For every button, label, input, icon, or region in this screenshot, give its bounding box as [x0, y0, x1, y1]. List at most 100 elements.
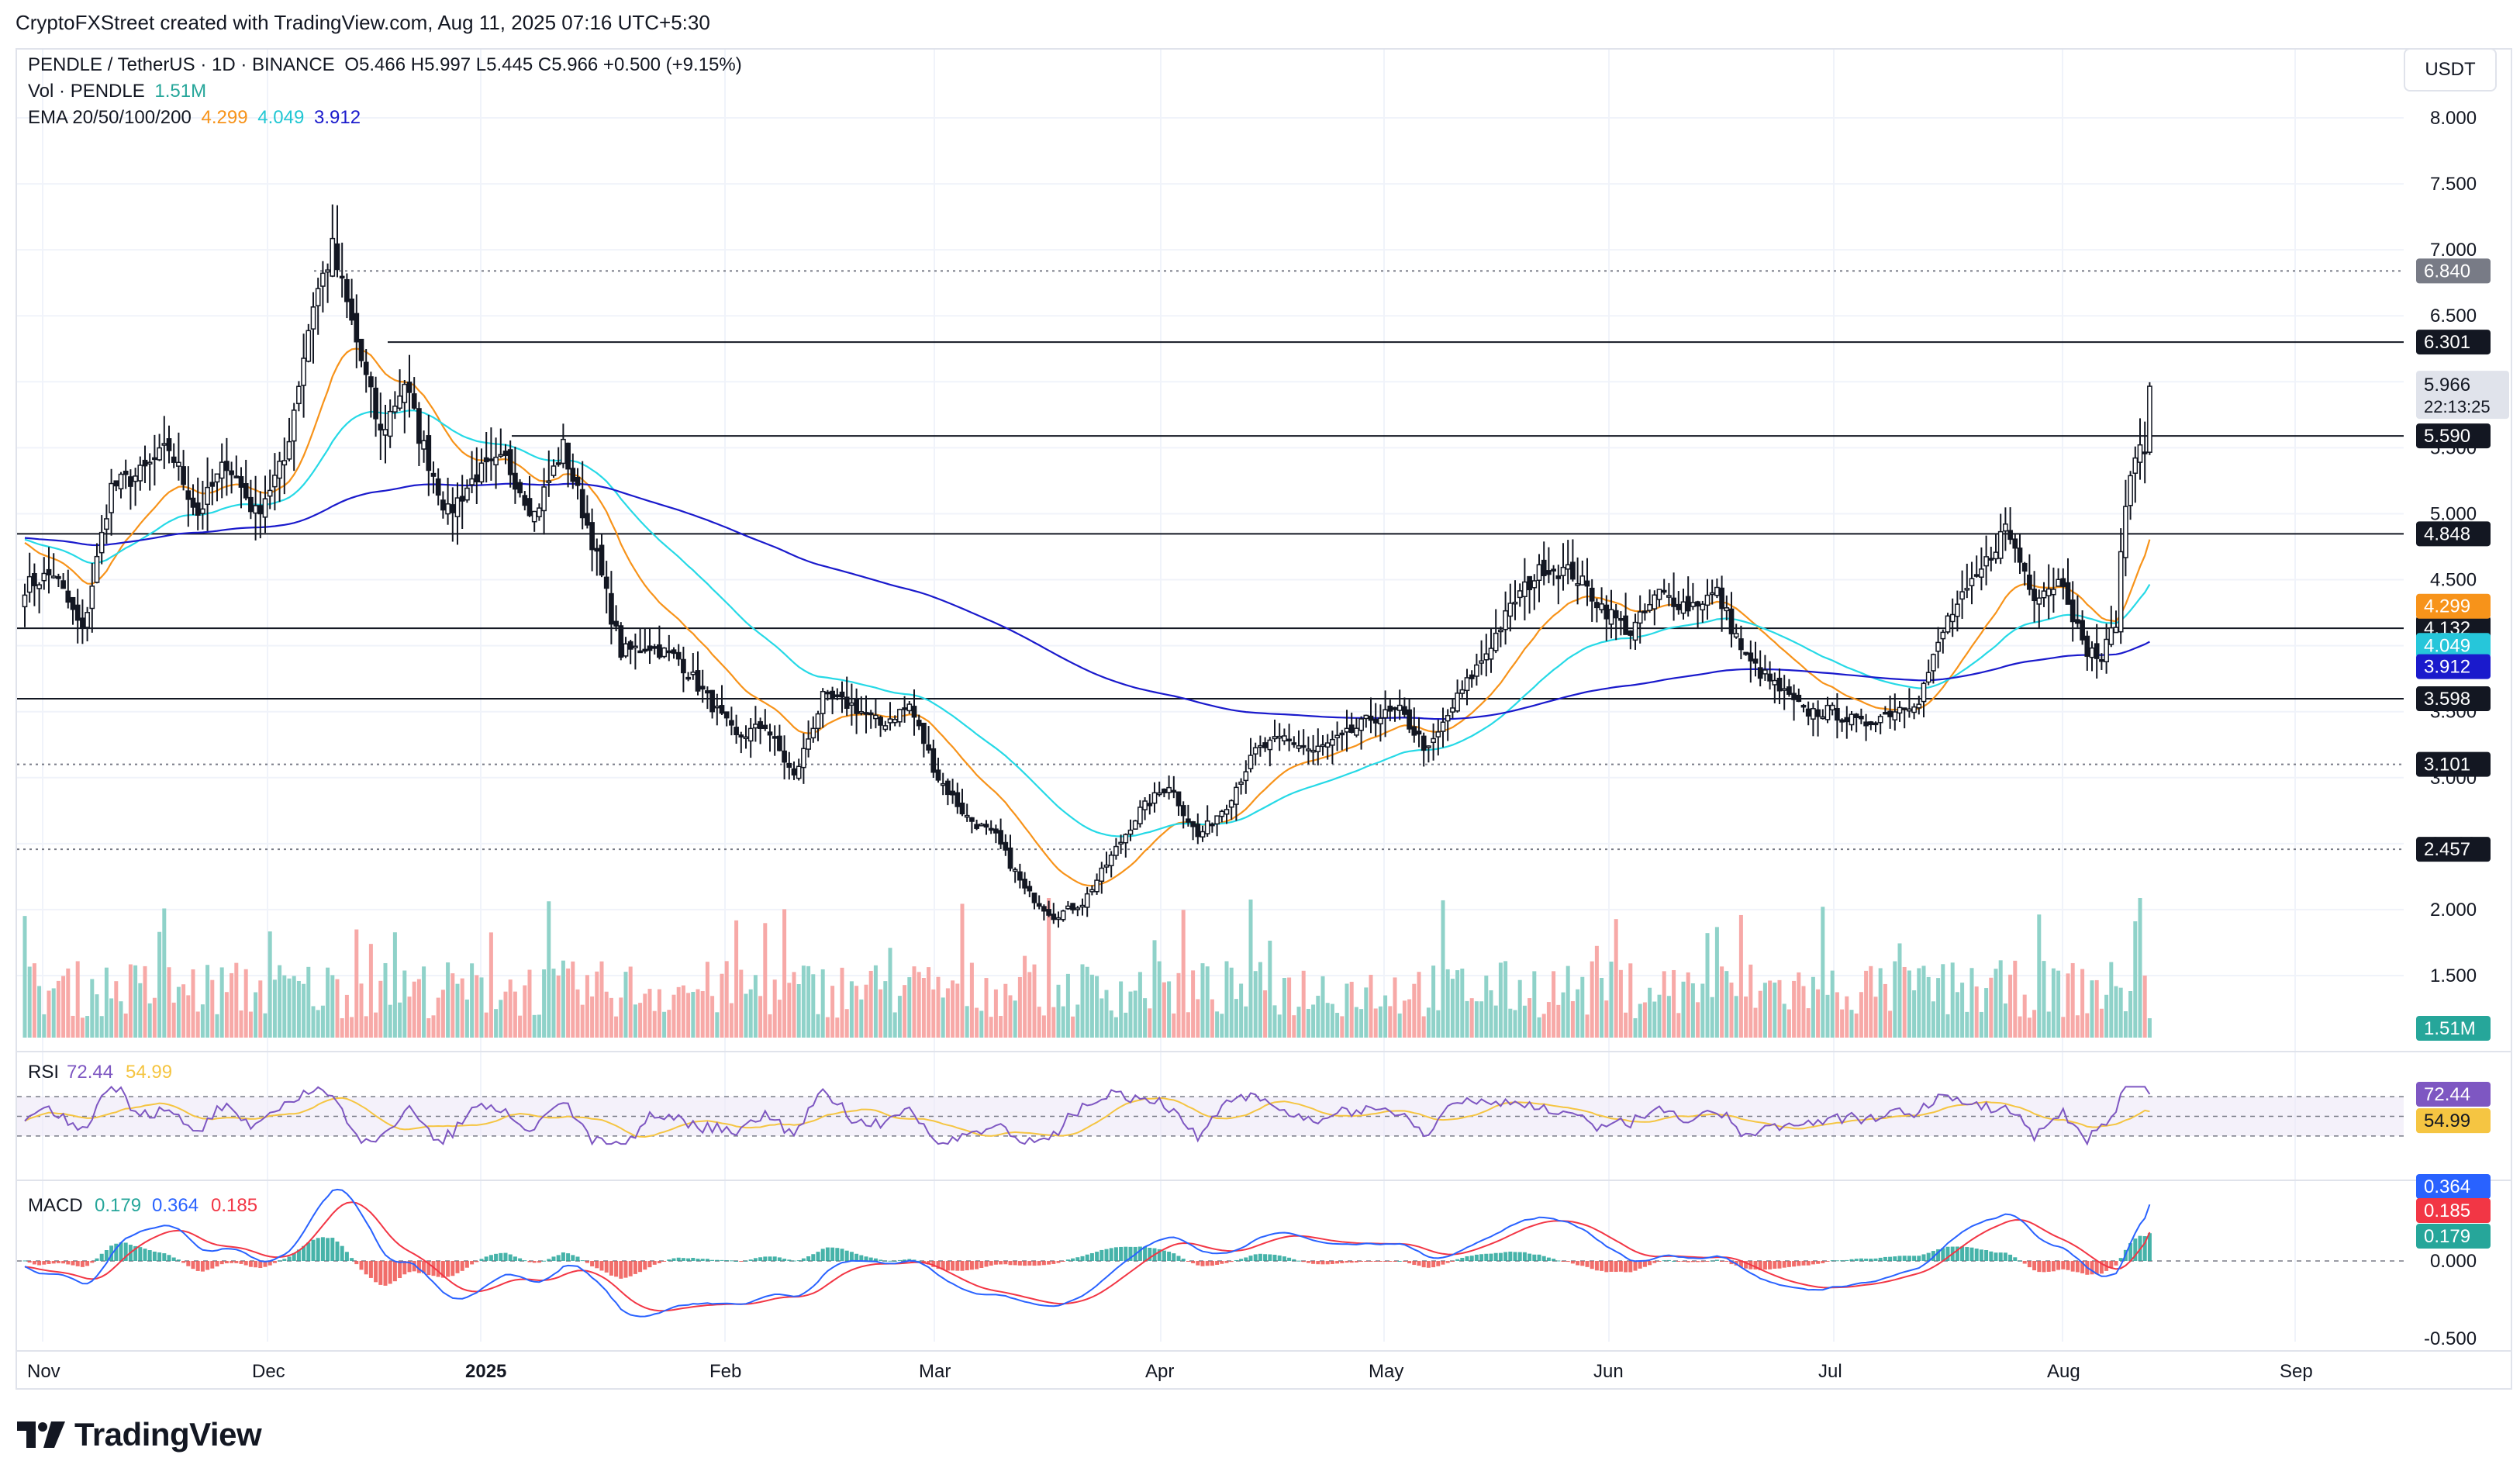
candle [1186, 804, 1191, 827]
candle [1291, 736, 1297, 748]
candle [1676, 591, 1682, 615]
candle [1344, 710, 1350, 752]
macd-histogram-bar [1099, 1249, 1104, 1261]
volume-bar [993, 989, 998, 1038]
macd-histogram-bar [787, 1259, 792, 1261]
candle-body [267, 489, 273, 497]
macd-histogram-bar [1325, 1261, 1330, 1265]
volume-bar [210, 979, 215, 1038]
volume-bar [1690, 983, 1695, 1038]
candle-body [983, 824, 989, 828]
candle [1603, 595, 1610, 641]
ema-badge-1: 4.049 [2424, 635, 2470, 656]
candle [421, 430, 426, 463]
currency-button[interactable]: USDT [2404, 48, 2497, 92]
candle-body [1820, 716, 1826, 720]
candle-body [2065, 582, 2071, 605]
candle-body [1911, 706, 1917, 713]
candle-body [229, 470, 234, 475]
tradingview-logo[interactable]: TradingView [17, 1416, 262, 1453]
macd-histogram-bar [537, 1261, 541, 1263]
macd-histogram-bar [99, 1253, 104, 1261]
volume-legend[interactable]: Vol · PENDLE 1.51M [28, 81, 211, 102]
candle-body [315, 288, 321, 306]
candle [1959, 570, 1965, 620]
macd-histogram-bar [1263, 1254, 1268, 1261]
candle [1820, 709, 1826, 720]
macd-histogram-bar [272, 1261, 277, 1263]
volume-bar [147, 1003, 152, 1038]
candle [440, 491, 446, 519]
volume-badge: 1.51M [2424, 1018, 2476, 1039]
candle-body [618, 625, 624, 658]
macd-histogram-bar [585, 1261, 589, 1263]
candle [1464, 668, 1470, 706]
candle-body [1459, 689, 1465, 694]
candle [1584, 558, 1590, 606]
macd-histogram-bar [1128, 1246, 1133, 1261]
candle [1527, 575, 1532, 614]
volume-bar [1349, 982, 1354, 1038]
volume-bar [2042, 961, 2046, 1038]
macd-histogram-bar [590, 1261, 595, 1266]
volume-bar [95, 994, 99, 1038]
ema-legend[interactable]: EMA 20/50/100/200 4.299 4.049 3.912 [28, 107, 365, 129]
candle-body [435, 478, 441, 496]
macd-histogram-bar [951, 1261, 955, 1271]
candle-body [767, 731, 773, 736]
candle [1339, 730, 1345, 751]
candle-body [729, 720, 734, 726]
volume-bar [1729, 983, 1734, 1038]
candle-body [1262, 742, 1268, 748]
candle-body [1897, 706, 1903, 714]
candle-body [301, 358, 306, 386]
candle [878, 715, 883, 738]
candle [1637, 595, 1643, 644]
candle-body [902, 707, 907, 710]
candle [133, 468, 138, 506]
symbol-legend[interactable]: PENDLE / TetherUS · 1D · BINANCE O5.466 … [28, 54, 747, 76]
candle-body [1676, 603, 1682, 610]
macd-histogram-bar [1762, 1261, 1767, 1270]
candle [296, 381, 302, 412]
candle-body [2104, 638, 2109, 662]
candle [782, 735, 787, 780]
macd-histogram-bar [1047, 1261, 1051, 1265]
volume-bar [152, 997, 157, 1038]
macd-histogram-bar [1854, 1259, 1859, 1261]
macd-histogram-bar [892, 1260, 897, 1262]
volume-bar [883, 981, 888, 1038]
candle-body [1517, 590, 1523, 599]
macd-histogram-bar [1176, 1256, 1181, 1261]
macd-histogram-bar [844, 1250, 849, 1261]
candle [1411, 707, 1417, 743]
volume-bar [1931, 1001, 1935, 1038]
volume-bar [243, 969, 248, 1038]
candle-body [1844, 717, 1850, 723]
macd-histogram-bar [1089, 1252, 1094, 1261]
volume-bar [215, 1014, 219, 1038]
macd-histogram-bar [1489, 1253, 1493, 1261]
level-badge-6.840-bg [2416, 258, 2491, 284]
candle-body [1983, 556, 1989, 567]
macd-histogram-bar [1979, 1249, 1983, 1261]
candle-body [1022, 879, 1027, 889]
candle [1853, 713, 1859, 733]
volume-bar [840, 967, 844, 1038]
candle-body [1743, 651, 1748, 655]
volume-bar [1258, 962, 1262, 1038]
candle [238, 467, 244, 509]
rsi-legend-value: 72.44 [67, 1062, 113, 1083]
candle-body [1036, 903, 1042, 907]
candle [1306, 736, 1311, 765]
macd-histogram-bar [1137, 1246, 1142, 1261]
macd-histogram-bar [1729, 1261, 1734, 1265]
volume-bar [1681, 981, 1686, 1038]
macd-histogram-bar [1065, 1259, 1070, 1261]
candle-body [1536, 564, 1542, 581]
candle [1055, 911, 1062, 928]
candle [2113, 610, 2119, 634]
macd-histogram-bar [1830, 1260, 1835, 1262]
candle-body [1632, 621, 1638, 641]
